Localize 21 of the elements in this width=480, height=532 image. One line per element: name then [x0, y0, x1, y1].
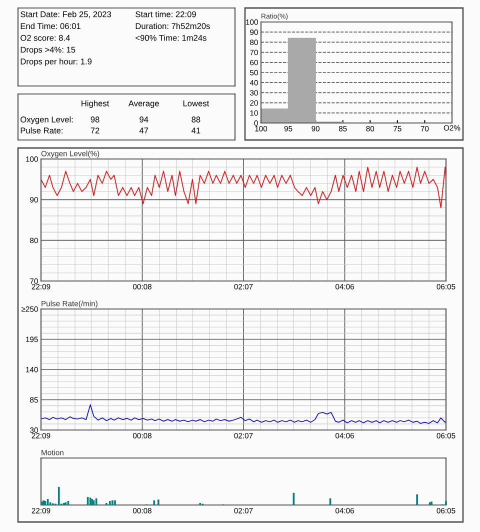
data-label: 41 — [191, 128, 200, 134]
text: Pulse Rate: — [20, 127, 62, 134]
text: Drops >4%: 15 — [20, 46, 76, 54]
data-label: 98 — [90, 116, 100, 122]
text: O2 score: 8.4 — [20, 34, 70, 41]
data-label: 94 — [140, 116, 148, 122]
text: Oxygen Level: — [20, 116, 73, 124]
data-label: 72 — [90, 128, 100, 134]
text: Start Date: Feb 25, 2023 — [20, 11, 112, 18]
text: Drops per hour: 1.9 — [20, 58, 92, 66]
category-label: Lowest — [183, 100, 210, 106]
text: End Time: 06:01 — [20, 22, 80, 30]
category-label: Highest — [82, 100, 110, 108]
text: Duration: 7h52m20s — [136, 22, 210, 30]
line-series — [41, 404, 446, 424]
line-series — [41, 166, 446, 208]
data-label: 88 — [192, 116, 200, 122]
category-label: Average — [128, 100, 159, 108]
text: Start time: 22:09 — [136, 11, 196, 18]
data-label: 47 — [139, 128, 148, 134]
text: <90% Time: 1m24s — [136, 34, 206, 41]
